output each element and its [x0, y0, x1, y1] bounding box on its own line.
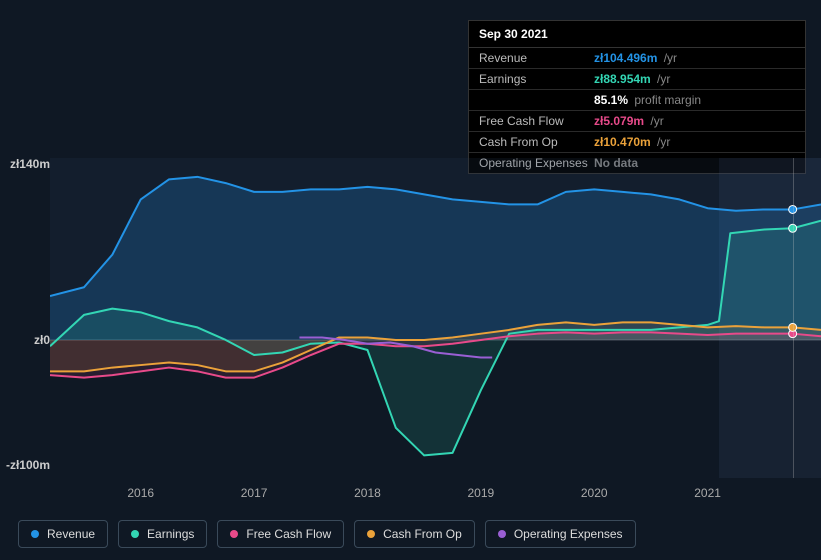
legend-item[interactable]: Free Cash Flow: [217, 520, 344, 548]
legend-dot-icon: [131, 530, 139, 538]
tooltip-label: Free Cash Flow: [479, 114, 594, 128]
legend-label: Revenue: [47, 527, 95, 541]
tooltip-value: zł104.496m /yr: [594, 51, 677, 65]
tooltip-value: zł5.079m /yr: [594, 114, 664, 128]
tooltip-label: Cash From Op: [479, 135, 594, 149]
tooltip-rows: Revenuezł104.496m /yrEarningszł88.954m /…: [469, 48, 805, 173]
legend-dot-icon: [498, 530, 506, 538]
y-axis-label: zł140m: [10, 157, 50, 171]
x-axis-label: 2019: [467, 486, 494, 500]
plot[interactable]: 201620172018201920202021: [50, 158, 821, 478]
legend-label: Operating Expenses: [514, 527, 623, 541]
legend-label: Free Cash Flow: [246, 527, 331, 541]
tooltip-value: 85.1% profit margin: [594, 93, 701, 107]
legend-dot-icon: [31, 530, 39, 538]
tooltip-row: 85.1% profit margin: [469, 90, 805, 111]
x-axis-label: 2018: [354, 486, 381, 500]
data-tooltip: Sep 30 2021 Revenuezł104.496m /yrEarning…: [468, 20, 806, 174]
legend-label: Earnings: [147, 527, 194, 541]
x-axis-label: 2016: [127, 486, 154, 500]
legend-item[interactable]: Cash From Op: [354, 520, 475, 548]
tooltip-value: zł10.470m /yr: [594, 135, 670, 149]
x-axis-label: 2017: [241, 486, 268, 500]
hover-marker: [793, 158, 794, 478]
tooltip-label: Revenue: [479, 51, 594, 65]
chart-area: 201620172018201920202021 zł140mzł0-zł100…: [15, 158, 821, 478]
tooltip-date: Sep 30 2021: [469, 21, 805, 48]
y-axis-label: zł0: [34, 333, 50, 347]
legend-item[interactable]: Earnings: [118, 520, 207, 548]
legend-item[interactable]: Revenue: [18, 520, 108, 548]
legend-dot-icon: [367, 530, 375, 538]
tooltip-label: Earnings: [479, 72, 594, 86]
legend-item[interactable]: Operating Expenses: [485, 520, 636, 548]
legend: Revenue Earnings Free Cash Flow Cash From O…: [18, 520, 636, 548]
tooltip-row: Revenuezł104.496m /yr: [469, 48, 805, 69]
tooltip-row: Cash From Opzł10.470m /yr: [469, 132, 805, 153]
x-axis-label: 2020: [581, 486, 608, 500]
y-axis-label: -zł100m: [6, 458, 50, 472]
legend-label: Cash From Op: [383, 527, 462, 541]
x-axis-label: 2021: [694, 486, 721, 500]
tooltip-row: Free Cash Flowzł5.079m /yr: [469, 111, 805, 132]
legend-dot-icon: [230, 530, 238, 538]
tooltip-value: zł88.954m /yr: [594, 72, 670, 86]
tooltip-label: [479, 93, 594, 107]
tooltip-row: Earningszł88.954m /yr: [469, 69, 805, 90]
